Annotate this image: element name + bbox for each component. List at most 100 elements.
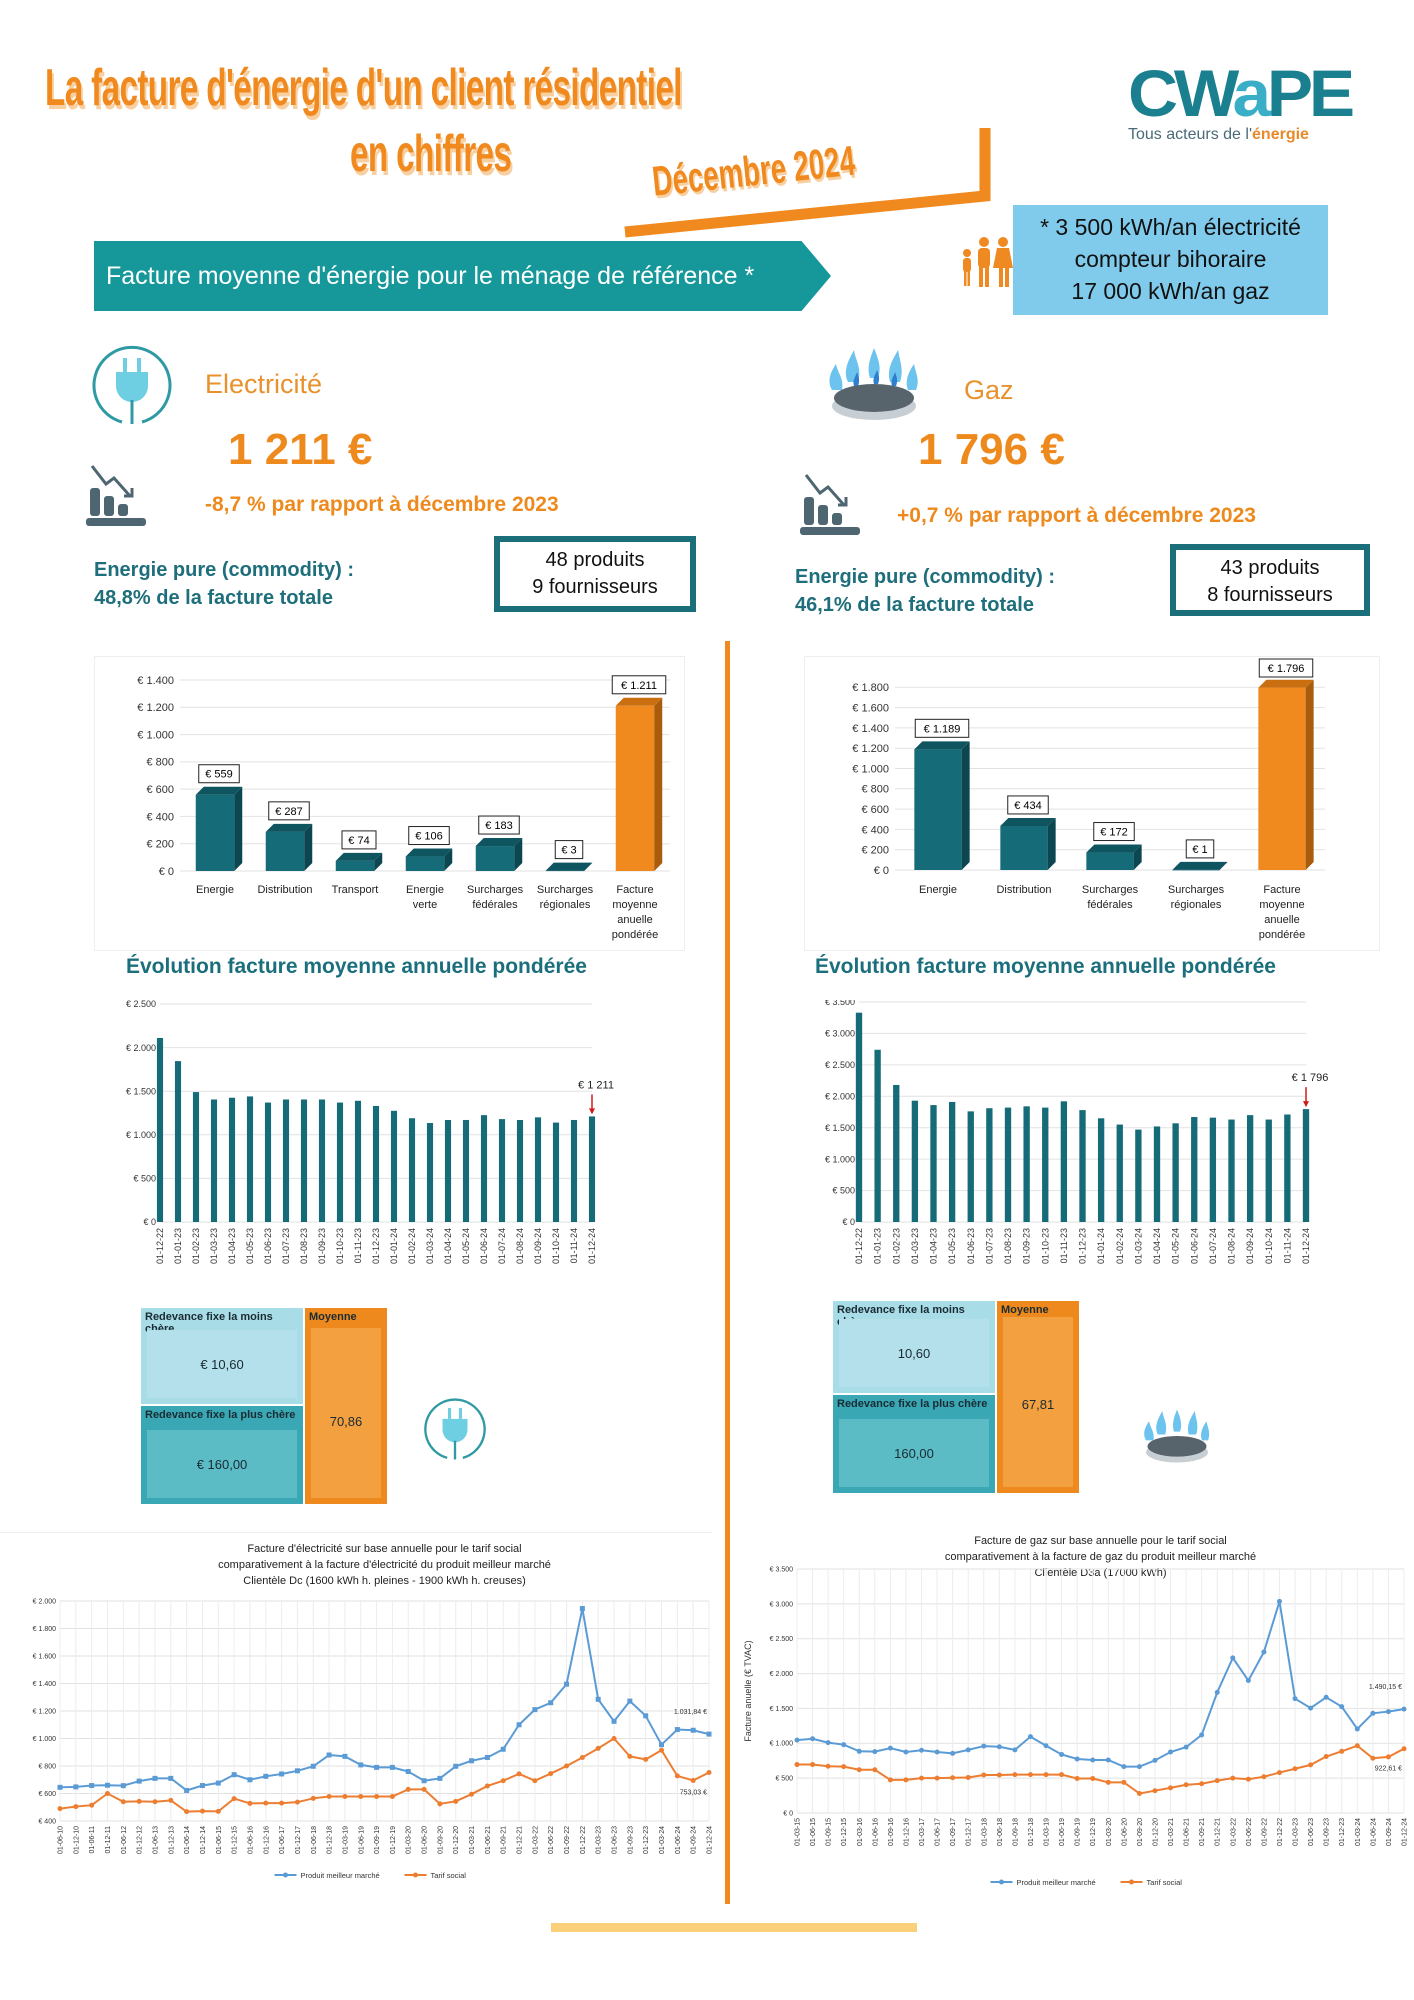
x-category-label: anuelle xyxy=(617,914,652,926)
x-tick-label: 01-06-23 xyxy=(1308,1818,1315,1846)
products-count: 48 produits xyxy=(545,549,645,571)
data-label-box xyxy=(408,826,450,846)
x-tick-label: 01-09-24 xyxy=(1386,1818,1393,1846)
electricity-amount: 1 211 € xyxy=(228,425,373,474)
fee-average: Moyenne 67,81 xyxy=(997,1301,1079,1493)
data-point xyxy=(1043,1772,1049,1778)
bar xyxy=(893,1084,900,1222)
x-tick-label: 01-06-21 xyxy=(485,1826,492,1854)
x-category-label: moyenne xyxy=(1259,899,1304,911)
data-point xyxy=(1276,1770,1282,1776)
data-label-box xyxy=(341,830,377,850)
fee-cheapest: Redevance fixe la moins chère € 10,60 xyxy=(141,1308,303,1406)
x-tick-label: 01-03-16 xyxy=(857,1818,864,1846)
data-point xyxy=(469,1791,475,1797)
bar-side xyxy=(584,862,593,871)
data-point xyxy=(1292,1696,1298,1702)
data-point xyxy=(57,1784,63,1790)
bar-side xyxy=(1133,844,1142,870)
data-point xyxy=(152,1775,158,1781)
fee-priciest: Redevance fixe la plus chère € 160,00 xyxy=(141,1406,303,1504)
y-tick-label: € 1.000 xyxy=(852,763,889,775)
data-point xyxy=(674,1727,680,1733)
y-tick-label: € 0 xyxy=(842,1217,855,1227)
bar-side xyxy=(654,697,663,871)
x-tick-label: 01-02-23 xyxy=(891,1228,901,1264)
y-tick-label: € 1.000 xyxy=(33,1736,56,1743)
x-category-label: Surcharges xyxy=(1082,884,1139,896)
data-point xyxy=(627,1698,633,1704)
x-tick-label: 01-12-22 xyxy=(1277,1818,1284,1846)
bar xyxy=(1258,687,1306,870)
x-tick-label: 01-03-23 xyxy=(209,1228,219,1264)
bar-side xyxy=(1219,861,1228,870)
data-point xyxy=(841,1742,847,1748)
x-tick-label: 01-06-21 xyxy=(1184,1818,1191,1846)
bar xyxy=(192,1092,200,1222)
data-point xyxy=(1152,1788,1158,1794)
y-tick-label: € 2.000 xyxy=(33,1598,56,1605)
x-tick-label: 01-02-24 xyxy=(407,1228,417,1264)
data-point xyxy=(279,1800,285,1806)
data-point xyxy=(484,1754,490,1760)
gas-commodity: Energie pure (commodity) : 46,1% de la f… xyxy=(795,563,1055,619)
bar xyxy=(948,1101,956,1222)
data-point xyxy=(326,1794,332,1800)
y-tick-label: € 400 xyxy=(146,811,174,823)
data-point xyxy=(342,1753,348,1759)
x-tick-label: 01-03-22 xyxy=(1230,1818,1237,1846)
x-tick-label: 01-06-23 xyxy=(263,1228,273,1264)
bar-top xyxy=(1172,861,1228,870)
y-tick-label: € 1.400 xyxy=(137,675,174,687)
x-tick-label: 01-12-15 xyxy=(232,1826,239,1854)
data-point xyxy=(825,1763,831,1769)
y-tick-label: € 600 xyxy=(38,1791,56,1798)
data-label-box xyxy=(611,675,667,695)
x-tick-label: 01-09-24 xyxy=(533,1228,543,1264)
data-point xyxy=(326,1752,332,1758)
y-tick-label: € 3.500 xyxy=(770,1566,793,1573)
data-point xyxy=(231,1772,237,1778)
y-tick-label: € 500 xyxy=(775,1776,793,1783)
bar xyxy=(318,1099,326,1222)
electricity-label: Electricité xyxy=(205,369,323,399)
x-tick-label: 01-12-12 xyxy=(137,1826,144,1854)
data-point xyxy=(453,1798,459,1804)
data-point xyxy=(152,1799,158,1805)
data-label: € 1.796 xyxy=(1268,663,1305,675)
y-tick-label: € 2.500 xyxy=(770,1636,793,1643)
data-point xyxy=(611,1718,617,1724)
x-tick-label: 01-06-15 xyxy=(810,1818,817,1846)
commodity-share: 46,1% de la facture totale xyxy=(795,594,1034,616)
data-point xyxy=(1354,1743,1360,1749)
legend-marker xyxy=(413,1872,418,1878)
reference-line: compteur bihoraire xyxy=(1074,246,1267,272)
data-point xyxy=(1245,1776,1251,1782)
data-point xyxy=(1105,1757,1111,1763)
data-point xyxy=(690,1777,696,1783)
x-tick-label: 01-03-24 xyxy=(425,1228,435,1264)
bar xyxy=(336,1102,344,1222)
x-tick-label: 01-11-23 xyxy=(353,1228,363,1263)
bar-annotation: € 1 796 xyxy=(1292,1072,1329,1084)
x-tick-label: 01-12-24 xyxy=(587,1228,597,1264)
data-point xyxy=(659,1747,665,1753)
x-tick-label: 01-12-15 xyxy=(841,1818,848,1846)
column-divider xyxy=(725,641,730,1904)
x-tick-label: 01-12-22 xyxy=(854,1228,864,1264)
data-point xyxy=(1043,1743,1049,1749)
data-point xyxy=(1276,1598,1282,1604)
end-value-label: 753,03 € xyxy=(680,1789,707,1796)
x-tick-label: 01-12-24 xyxy=(707,1826,713,1854)
series-line xyxy=(59,1737,710,1813)
data-point xyxy=(841,1764,847,1770)
y-tick-label: € 800 xyxy=(861,784,889,796)
bar-side xyxy=(961,741,970,870)
x-tick-label: 01-06-19 xyxy=(358,1826,365,1854)
data-point xyxy=(595,1745,601,1751)
data-point xyxy=(1027,1734,1033,1740)
x-category-label: Facture xyxy=(1263,884,1300,896)
data-point xyxy=(564,1681,570,1687)
data-point xyxy=(168,1775,174,1781)
bar xyxy=(914,749,962,870)
